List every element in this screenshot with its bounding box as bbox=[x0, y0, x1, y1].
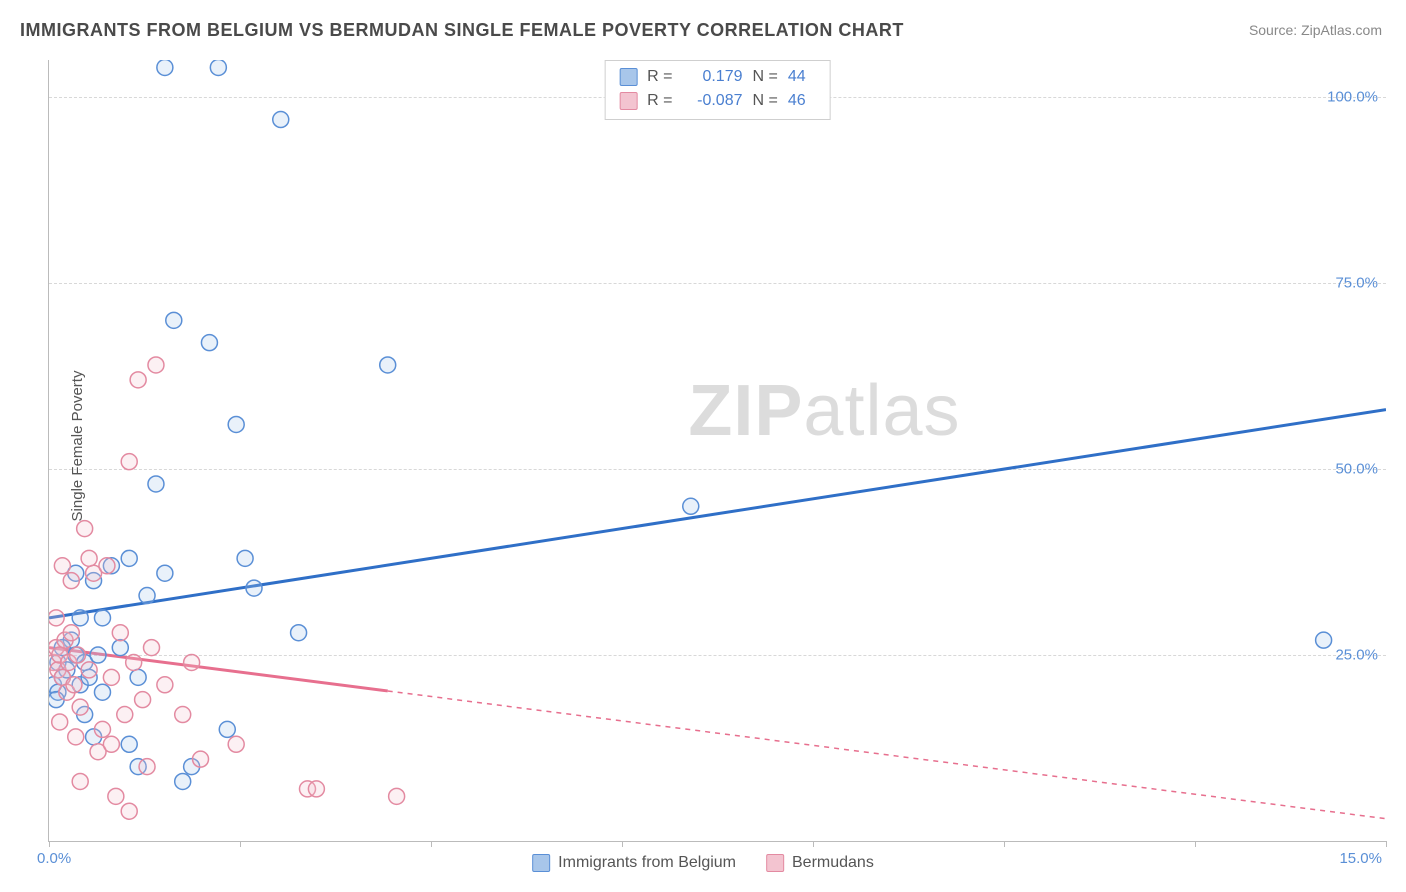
x-tick-mark bbox=[622, 841, 623, 847]
swatch-belgium bbox=[619, 68, 637, 86]
series-legend: Immigrants from Belgium Bermudans bbox=[532, 854, 874, 872]
n-label: N = bbox=[753, 65, 778, 89]
n-value-bermudans: 46 bbox=[788, 89, 816, 113]
x-tick-mark bbox=[1386, 841, 1387, 847]
source-label: Source: bbox=[1249, 22, 1297, 38]
swatch-bermudans bbox=[619, 92, 637, 110]
x-tick-mark bbox=[49, 841, 50, 847]
chart-container: IMMIGRANTS FROM BELGIUM VS BERMUDAN SING… bbox=[0, 0, 1406, 892]
source-attribution: Source: ZipAtlas.com bbox=[1249, 22, 1382, 38]
plot-area: R = 0.179 N = 44 R = -0.087 N = 46 ZIPat… bbox=[48, 60, 1386, 842]
legend-row-bermudans: R = -0.087 N = 46 bbox=[619, 89, 816, 113]
x-tick-mark bbox=[1195, 841, 1196, 847]
legend-item-belgium: Immigrants from Belgium bbox=[532, 854, 736, 872]
x-tick-mark bbox=[431, 841, 432, 847]
r-value-bermudans: -0.087 bbox=[683, 89, 743, 113]
r-label: R = bbox=[647, 89, 672, 113]
x-tick-min: 0.0% bbox=[37, 850, 71, 867]
swatch-belgium-icon bbox=[532, 854, 550, 872]
n-label: N = bbox=[753, 89, 778, 113]
x-tick-mark bbox=[1004, 841, 1005, 847]
legend-item-bermudans: Bermudans bbox=[766, 854, 874, 872]
n-value-belgium: 44 bbox=[788, 65, 816, 89]
scatter-points-layer bbox=[49, 60, 1386, 841]
legend-label-bermudans: Bermudans bbox=[792, 854, 874, 872]
x-tick-mark bbox=[240, 841, 241, 847]
correlation-legend: R = 0.179 N = 44 R = -0.087 N = 46 bbox=[604, 60, 831, 120]
r-label: R = bbox=[647, 65, 672, 89]
r-value-belgium: 0.179 bbox=[683, 65, 743, 89]
source-name: ZipAtlas.com bbox=[1301, 22, 1382, 38]
swatch-bermudans-icon bbox=[766, 854, 784, 872]
x-tick-mark bbox=[813, 841, 814, 847]
legend-row-belgium: R = 0.179 N = 44 bbox=[619, 65, 816, 89]
legend-label-belgium: Immigrants from Belgium bbox=[558, 854, 736, 872]
chart-title: IMMIGRANTS FROM BELGIUM VS BERMUDAN SING… bbox=[20, 20, 904, 41]
x-tick-max: 15.0% bbox=[1339, 850, 1382, 867]
